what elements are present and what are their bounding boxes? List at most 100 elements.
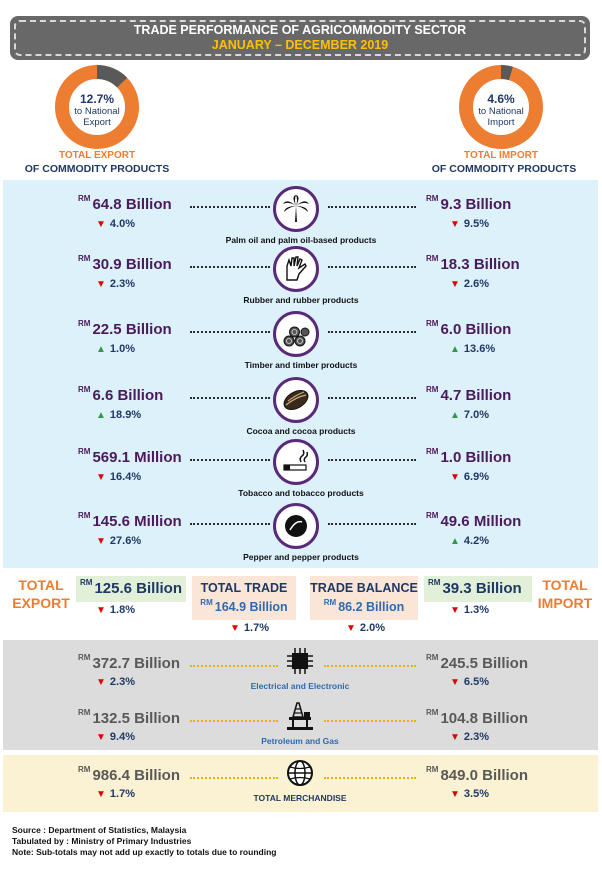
export-share-pct: 12.7% <box>79 92 115 106</box>
product-export-change: ▲ 18.9% <box>96 409 141 421</box>
sector-name: Electrical and Electronic <box>250 681 350 691</box>
tabulated-note: Tabulated by : Ministry of Primary Indus… <box>12 836 192 846</box>
product-import-value: RM 1.0 Billion <box>426 447 512 466</box>
leader-dots <box>190 266 270 268</box>
product-export-change-value: 4.0% <box>109 218 135 230</box>
product-import-value: RM 9.3 Billion <box>426 194 512 213</box>
import-share-line1: to National <box>478 106 524 117</box>
product-import-amount: 18.3 Billion <box>440 256 520 273</box>
peppercorn-icon <box>273 503 319 549</box>
total-export-change-value: 1.8% <box>109 604 135 616</box>
rm-prefix: RM <box>426 385 439 394</box>
rm-prefix: RM <box>426 511 439 520</box>
rm-prefix: RM <box>78 385 91 394</box>
decrease-arrow-icon: ▼ <box>450 605 460 616</box>
oil-rig-icon <box>285 701 315 731</box>
decrease-arrow-icon: ▼ <box>346 623 356 634</box>
product-import-change-value: 7.0% <box>463 409 489 421</box>
decrease-arrow-icon: ▼ <box>96 605 106 616</box>
decrease-arrow-icon: ▼ <box>450 472 460 483</box>
trade-balance-amount: 86.2 Billion <box>338 600 405 614</box>
product-export-change: ▼ 2.3% <box>96 278 135 290</box>
total-import-change-value: 1.3% <box>463 604 489 616</box>
import-share-line2: Import <box>487 117 515 128</box>
total-export-label-line1: TOTAL <box>18 577 64 593</box>
sector-import-amount: 245.5 Billion <box>440 655 528 672</box>
product-import-amount: 1.0 Billion <box>440 449 512 466</box>
export-share-line1: to National <box>74 106 120 117</box>
leader-dots <box>324 777 416 779</box>
product-export-value: RM 22.5 Billion <box>78 319 172 338</box>
product-export-change-value: 1.0% <box>109 343 135 355</box>
total-export-change: ▼ 1.8% <box>96 604 135 616</box>
product-import-change-value: 6.9% <box>463 471 489 483</box>
leader-dots <box>324 720 416 722</box>
product-export-amount: 30.9 Billion <box>92 256 172 273</box>
product-import-value: RM 6.0 Billion <box>426 319 511 338</box>
product-import-change: ▲ 7.0% <box>450 409 489 421</box>
sector-name: TOTAL MERCHANDISE <box>253 793 347 803</box>
product-export-value: RM 145.6 Million <box>78 511 182 530</box>
sector-export-change-value: 9.4% <box>109 731 135 743</box>
product-export-value: RM 30.9 Billion <box>78 254 172 273</box>
footer-notes: Source : Department of Statistics, Malay… <box>12 825 276 858</box>
product-import-change-value: 13.6% <box>463 343 496 355</box>
total-export-value: RM 125.6 Billion <box>80 578 182 597</box>
total-trade-box: TOTAL TRADE RM 164.9 Billion <box>192 576 296 620</box>
page-period: JANUARY – DECEMBER 2019 <box>211 38 389 52</box>
sector-export-value: RM 132.5 Billion <box>78 708 180 727</box>
banner-border <box>14 20 586 56</box>
product-import-value: RM 4.7 Billion <box>426 385 511 404</box>
product-export-amount: 569.1 Million <box>92 449 182 466</box>
glove-icon <box>273 246 319 292</box>
decrease-arrow-icon: ▼ <box>450 219 460 230</box>
sector-export-value: RM 986.4 Billion <box>78 765 180 784</box>
rm-prefix: RM <box>78 765 91 774</box>
product-import-amount: 49.6 Million <box>440 513 522 530</box>
total-trade-amount: 164.9 Billion <box>214 600 288 614</box>
palm-tree-icon <box>273 186 319 232</box>
product-export-amount: 64.8 Billion <box>92 196 172 213</box>
rm-prefix: RM <box>78 254 91 263</box>
decrease-arrow-icon: ▼ <box>450 279 460 290</box>
decrease-arrow-icon: ▼ <box>96 219 106 230</box>
sector-import-change-value: 2.3% <box>463 731 489 743</box>
sector-export-amount: 986.4 Billion <box>92 767 180 784</box>
trade-balance-title: TRADE BALANCE <box>310 581 418 595</box>
product-import-change-value: 2.6% <box>463 278 489 290</box>
sector-export-change: ▼ 2.3% <box>96 676 135 688</box>
sector-export-change-value: 2.3% <box>109 676 135 688</box>
import-share-donut: 4.6% to National Import <box>456 62 546 152</box>
total-import-subheading: OF COMMODITY PRODUCTS <box>431 163 577 175</box>
product-export-value: RM 569.1 Million <box>78 447 182 466</box>
rm-prefix: RM <box>78 708 91 717</box>
total-export-label: TOTAL EXPORT <box>10 576 72 612</box>
rm-prefix: RM <box>426 319 439 328</box>
leader-dots <box>190 206 270 208</box>
product-import-change: ▼ 2.6% <box>450 278 489 290</box>
rm-prefix: RM <box>80 578 93 587</box>
increase-arrow-icon: ▲ <box>450 344 460 355</box>
leader-dots <box>328 523 416 525</box>
logs-icon <box>273 311 319 357</box>
product-export-change-value: 27.6% <box>109 535 142 547</box>
total-trade-value: RM 164.9 Billion <box>192 598 296 614</box>
increase-arrow-icon: ▲ <box>96 344 106 355</box>
total-trade-change-value: 1.7% <box>243 622 269 634</box>
sector-import-value: RM 104.8 Billion <box>426 708 528 727</box>
sector-import-amount: 104.8 Billion <box>440 710 528 727</box>
product-export-change: ▼ 16.4% <box>96 471 141 483</box>
total-export-subheading: OF COMMODITY PRODUCTS <box>24 163 170 175</box>
export-share-line2: Export <box>83 117 111 128</box>
product-import-amount: 9.3 Billion <box>440 196 512 213</box>
export-share-arc <box>55 65 139 149</box>
trade-balance-value: RM 86.2 Billion <box>310 598 418 614</box>
source-note: Source : Department of Statistics, Malay… <box>12 825 187 835</box>
trade-balance-box: TRADE BALANCE RM 86.2 Billion <box>310 576 418 620</box>
leader-dots <box>190 665 278 667</box>
leader-dots <box>328 397 416 399</box>
rm-prefix: RM <box>426 254 439 263</box>
sector-import-change: ▼ 6.5% <box>450 676 489 688</box>
decrease-arrow-icon: ▼ <box>96 536 106 547</box>
cocoa-pod-icon <box>273 377 319 423</box>
